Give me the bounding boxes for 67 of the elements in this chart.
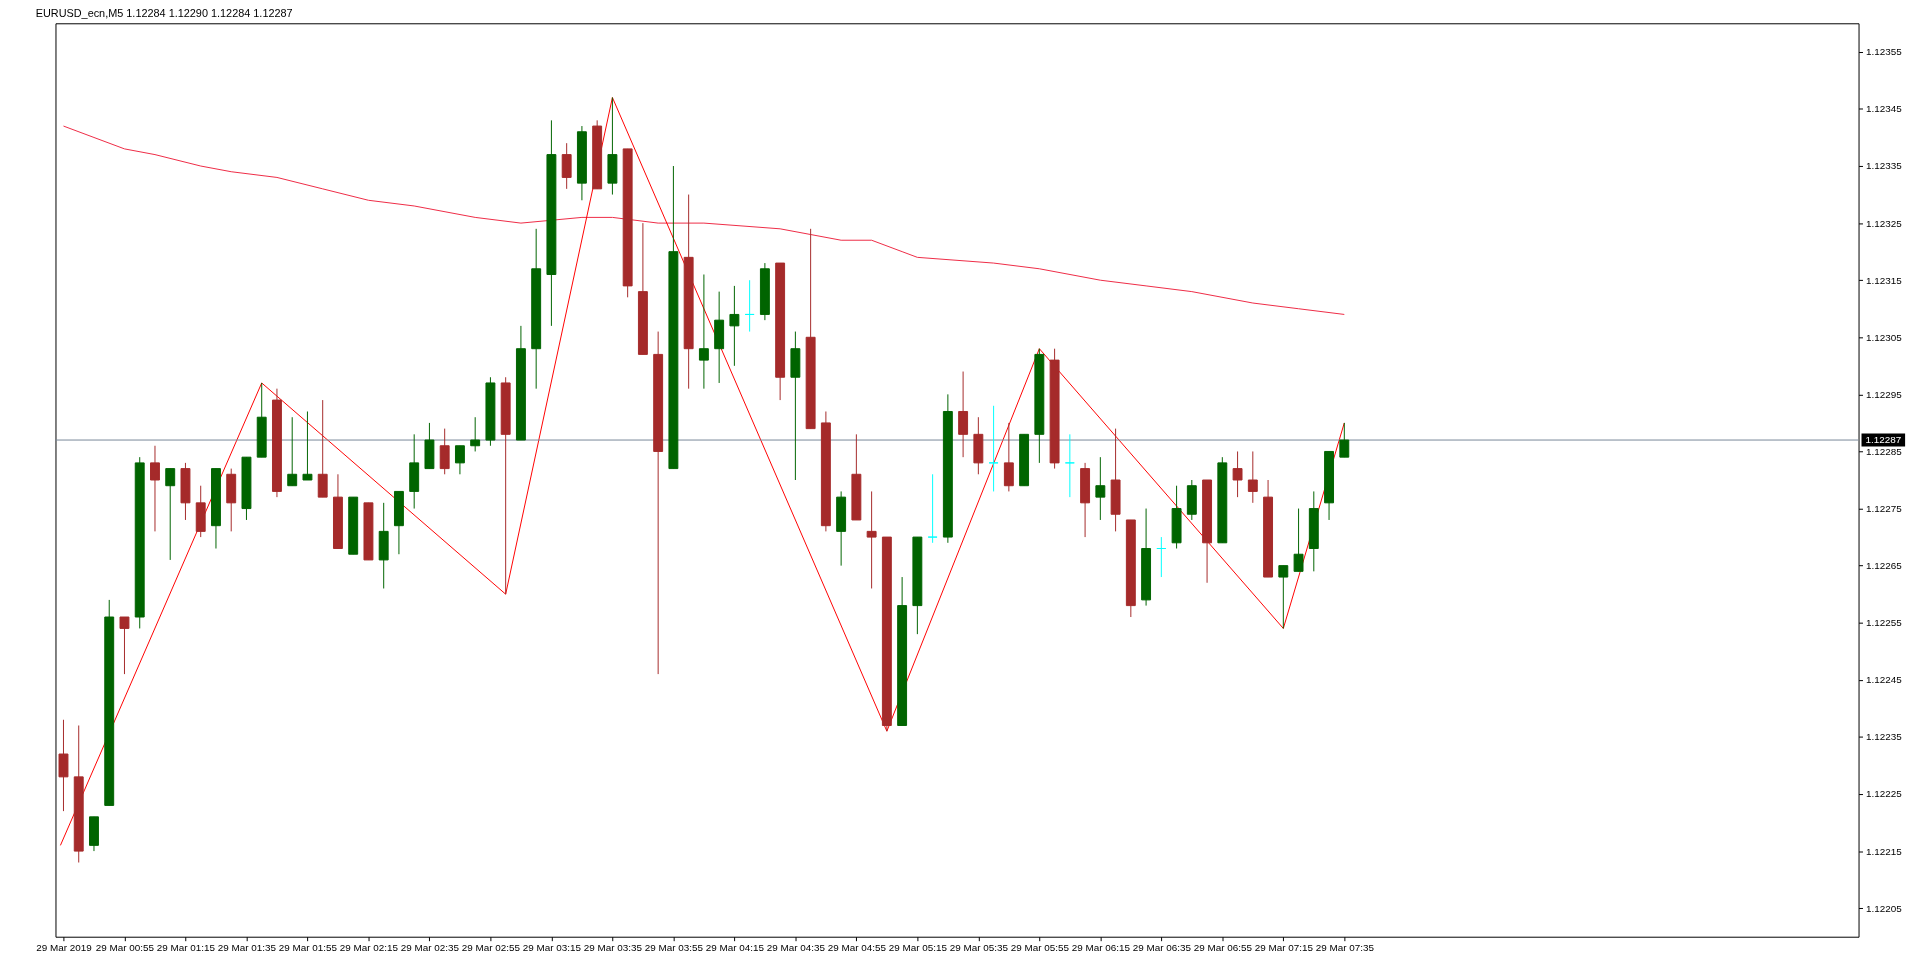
y-tick-label: 1.12235 (1865, 731, 1903, 743)
candlestick (866, 490, 877, 589)
candlestick (317, 399, 328, 498)
y-tick-label: 1.12285 (1865, 445, 1903, 457)
candlestick (470, 416, 481, 452)
y-tick-label: 1.12245 (1865, 674, 1903, 686)
x-tick-label: 29 Mar 03:55 (644, 942, 704, 954)
candlestick (58, 719, 69, 812)
y-tick-label: 1.12345 (1865, 103, 1903, 115)
x-tick-label: 29 Mar 05:15 (888, 942, 948, 954)
candlestick (927, 473, 938, 544)
candlestick (1095, 456, 1106, 521)
candlestick (287, 416, 298, 487)
x-tick-label: 29 Mar 02:15 (339, 942, 399, 954)
x-tick-label: 29 Mar 2019 (36, 942, 93, 954)
candlestick (1339, 422, 1350, 458)
y-tick-label: 1.12215 (1865, 845, 1903, 857)
y-tick-label: 1.12335 (1865, 160, 1903, 172)
candlestick (439, 428, 450, 475)
y-tick-label: 1.12295 (1865, 388, 1903, 400)
candlestick (698, 273, 709, 390)
ref-line-label: 1.12287 (1865, 434, 1902, 446)
candlestick (729, 285, 740, 367)
x-tick-label: 29 Mar 03:35 (583, 942, 643, 954)
x-tick-label: 29 Mar 04:15 (705, 942, 765, 954)
x-tick-label: 29 Mar 04:55 (827, 942, 887, 954)
candlestick (1293, 508, 1304, 572)
candlestick (958, 371, 969, 458)
y-tick-label: 1.12315 (1865, 274, 1903, 286)
x-tick-label: 29 Mar 07:15 (1254, 942, 1314, 954)
candlestick (561, 142, 572, 190)
x-tick-label: 29 Mar 04:35 (766, 942, 826, 954)
x-tick-label: 29 Mar 01:35 (217, 942, 277, 954)
y-tick-label: 1.12325 (1865, 217, 1903, 229)
y-tick-label: 1.12355 (1865, 46, 1903, 58)
x-tick-label: 29 Mar 07:35 (1315, 942, 1375, 954)
candlestick (1064, 433, 1075, 498)
candlestick (150, 445, 160, 532)
candlestick (119, 616, 130, 675)
line-series (59, 97, 1345, 846)
candlestick (454, 445, 465, 475)
chart-title: EURUSD_ecn,M5 1.12284 1.12290 1.12284 1.12287 (35, 7, 293, 20)
x-tick-label: 29 Mar 01:15 (156, 942, 216, 954)
y-tick-label: 1.12265 (1865, 560, 1903, 572)
candlestick (1278, 565, 1289, 629)
candlestick (1003, 422, 1014, 492)
y-tick-label: 1.12255 (1865, 617, 1903, 629)
line-series (62, 125, 1345, 315)
x-tick-label: 29 Mar 06:35 (1132, 942, 1192, 954)
x-tick-label: 29 Mar 02:35 (400, 942, 460, 954)
y-tick-label: 1.12205 (1865, 902, 1903, 914)
x-tick-label: 29 Mar 05:35 (949, 942, 1009, 954)
x-tick-label: 29 Mar 03:15 (522, 942, 582, 954)
x-tick-label: 29 Mar 00:55 (95, 942, 155, 954)
x-tick-label: 29 Mar 02:55 (461, 942, 521, 954)
x-tick-label: 29 Mar 05:55 (1010, 942, 1070, 954)
candlestick (165, 468, 176, 561)
candlestick (1247, 450, 1258, 504)
candlestick (988, 405, 999, 492)
x-tick-label: 29 Mar 06:15 (1071, 942, 1131, 954)
y-tick-label: 1.12305 (1865, 331, 1903, 343)
y-tick-label: 1.12225 (1865, 788, 1903, 800)
x-tick-label: 29 Mar 06:55 (1193, 942, 1253, 954)
y-tick-label: 1.12275 (1865, 503, 1903, 515)
candlestick (1232, 450, 1243, 498)
x-tick-label: 29 Mar 01:55 (278, 942, 338, 954)
candlestick (302, 411, 313, 481)
